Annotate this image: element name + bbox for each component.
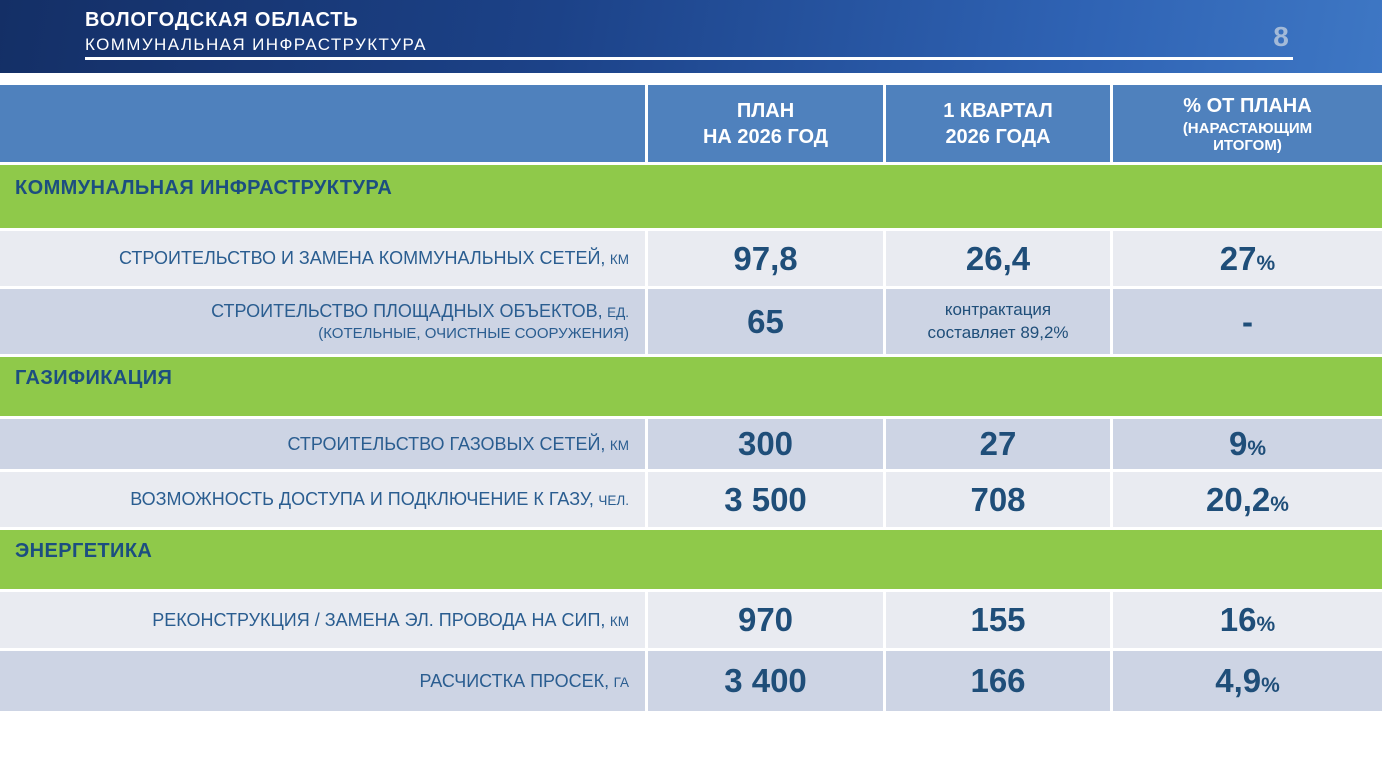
slide-header-banner: ВОЛОГОДСКАЯ ОБЛАСТЬ КОММУНАЛЬНАЯ ИНФРАСТ…	[0, 0, 1382, 73]
slide-subtitle: КОММУНАЛЬНАЯ ИНФРАСТРУКТУРА	[85, 35, 427, 54]
row1-plan-value: 97,8	[733, 239, 798, 277]
col-header-quarter-line2: 2026 ГОДА	[945, 125, 1051, 148]
section-header-gasification: ГАЗИФИКАЦИЯ	[0, 357, 1382, 416]
row4-percent-value: 20,2	[1206, 480, 1271, 518]
row3-label-cell: СТРОИТЕЛЬСТВО ГАЗОВЫХ СЕТЕЙ, КМ	[0, 419, 645, 469]
row3-unit: КМ	[609, 437, 629, 453]
row1-label-cell: СТРОИТЕЛЬСТВО И ЗАМЕНА КОММУНАЛЬНЫХ СЕТЕ…	[0, 231, 645, 286]
row5-label-cell: РЕКОНСТРУКЦИЯ / ЗАМЕНА ЭЛ. ПРОВОДА НА СИ…	[0, 592, 645, 648]
row4-unit: ЧЕЛ.	[598, 493, 629, 508]
row2-label-cell: СТРОИТЕЛЬСТВО ПЛОЩАДНЫХ ОБЪЕКТОВ, ЕД. (К…	[0, 289, 645, 354]
row3-quarter-value: 27	[979, 425, 1017, 462]
row3-plan-cell: 300	[648, 419, 883, 469]
row3-label: СТРОИТЕЛЬСТВО ГАЗОВЫХ СЕТЕЙ,	[287, 433, 606, 454]
row6-quarter-cell: 166	[886, 651, 1110, 711]
row3-quarter-cell: 27	[886, 419, 1110, 469]
col-header-percent-line1: % ОТ ПЛАНА	[1183, 94, 1312, 117]
row3-percent-sign: %	[1247, 437, 1267, 460]
row2-label: СТРОИТЕЛЬСТВО ПЛОЩАДНЫХ ОБЪЕКТОВ,	[211, 301, 603, 321]
row4-label: ВОЗМОЖНОСТЬ ДОСТУПА И ПОДКЛЮЧЕНИЕ К ГАЗУ…	[130, 489, 594, 509]
row5-quarter-value: 155	[970, 601, 1026, 638]
page-number: 8	[1273, 21, 1289, 52]
col-header-percent-line2: (НАРАСТАЮЩИМ ИТОГОМ)	[1182, 119, 1313, 154]
row6-plan-cell: 3 400	[648, 651, 883, 711]
banner-text-block: ВОЛОГОДСКАЯ ОБЛАСТЬ КОММУНАЛЬНАЯ ИНФРАСТ…	[85, 8, 427, 55]
col-header-blank	[0, 85, 645, 162]
row2-plan-cell: 65	[648, 289, 883, 354]
region-title: ВОЛОГОДСКАЯ ОБЛАСТЬ	[85, 9, 359, 31]
section-header-energy: ЭНЕРГЕТИКА	[0, 530, 1382, 589]
section-header-communal: КОММУНАЛЬНАЯ ИНФРАСТРУКТУРА	[0, 165, 1382, 228]
row2-plan-value: 65	[747, 302, 784, 340]
col-header-plan-line2: НА 2026 ГОД	[702, 125, 829, 148]
row4-label-cell: ВОЗМОЖНОСТЬ ДОСТУПА И ПОДКЛЮЧЕНИЕ К ГАЗУ…	[0, 472, 645, 527]
row1-label: СТРОИТЕЛЬСТВО И ЗАМЕНА КОММУНАЛЬНЫХ СЕТЕ…	[119, 248, 606, 268]
row5-unit: КМ	[609, 613, 629, 629]
row6-percent-sign: %	[1261, 674, 1280, 697]
row6-plan-value: 3 400	[724, 662, 807, 699]
col-header-percent: % ОТ ПЛАНА (НАРАСТАЮЩИМ ИТОГОМ)	[1113, 85, 1382, 162]
row2-sublabel: (КОТЕЛЬНЫЕ, ОЧИСТНЫЕ СООРУЖЕНИЯ)	[318, 325, 629, 342]
row2-quarter-note: контрактация составляет 89,2%	[927, 299, 1069, 342]
metrics-table: ПЛАН НА 2026 ГОД 1 КВАРТАЛ 2026 ГОДА % О…	[0, 85, 1382, 711]
row6-label: РАСЧИСТКА ПРОСЕК,	[419, 670, 610, 691]
row1-quarter-cell: 26,4	[886, 231, 1110, 286]
row1-plan-cell: 97,8	[648, 231, 883, 286]
row5-percent-sign: %	[1256, 613, 1276, 636]
row1-quarter-value: 26,4	[965, 239, 1031, 277]
row4-plan-value: 3 500	[724, 480, 807, 518]
row3-percent-value: 9	[1228, 425, 1248, 462]
row5-plan-cell: 970	[648, 592, 883, 648]
header-underline	[85, 57, 1293, 60]
row1-percent-sign: %	[1256, 251, 1276, 275]
row4-quarter-value: 708	[970, 480, 1026, 518]
row2-percent-cell: -	[1113, 289, 1382, 354]
row5-quarter-cell: 155	[886, 592, 1110, 648]
row5-percent-value: 16	[1219, 601, 1257, 638]
row4-plan-cell: 3 500	[648, 472, 883, 527]
col-header-quarter-line1: 1 КВАРТАЛ	[943, 99, 1053, 122]
row1-unit: КМ	[609, 252, 629, 267]
row6-percent-cell: 4,9%	[1113, 651, 1382, 711]
row3-plan-value: 300	[737, 425, 794, 462]
row2-quarter-cell: контрактация составляет 89,2%	[886, 289, 1110, 354]
row1-percent-cell: 27%	[1113, 231, 1382, 286]
col-header-quarter: 1 КВАРТАЛ 2026 ГОДА	[886, 85, 1110, 162]
row3-percent-cell: 9%	[1113, 419, 1382, 469]
row2-unit: ЕД.	[607, 305, 629, 320]
row5-label: РЕКОНСТРУКЦИЯ / ЗАМЕНА ЭЛ. ПРОВОДА НА СИ…	[152, 609, 606, 630]
row1-percent-value: 27	[1219, 239, 1257, 277]
row6-label-cell: РАСЧИСТКА ПРОСЕК, ГА	[0, 651, 645, 711]
row5-plan-value: 970	[737, 601, 794, 638]
row4-percent-cell: 20,2%	[1113, 472, 1382, 527]
row4-quarter-cell: 708	[886, 472, 1110, 527]
col-header-plan-line1: ПЛАН	[736, 99, 795, 122]
row2-percent-value: -	[1242, 302, 1253, 340]
col-header-plan: ПЛАН НА 2026 ГОД	[648, 85, 883, 162]
row6-percent-value: 4,9	[1215, 662, 1262, 699]
row6-quarter-value: 166	[970, 662, 1026, 699]
row4-percent-sign: %	[1270, 492, 1289, 516]
row6-unit: ГА	[613, 674, 629, 690]
row5-percent-cell: 16%	[1113, 592, 1382, 648]
